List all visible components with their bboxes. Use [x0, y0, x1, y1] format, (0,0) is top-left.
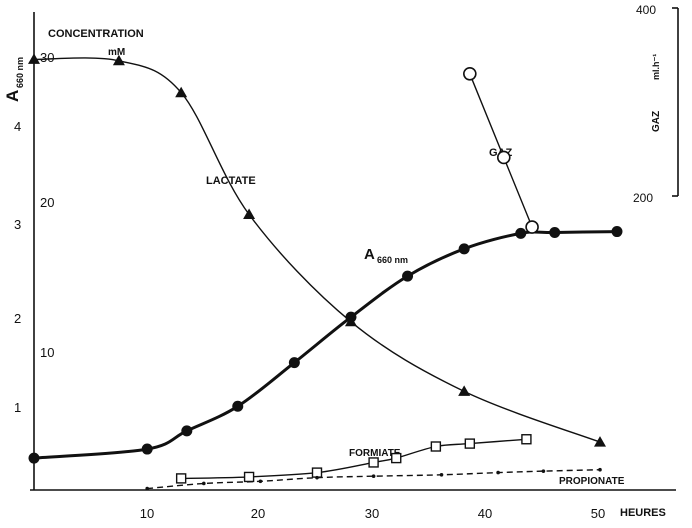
gaz-tick-label: 200 — [633, 191, 653, 205]
gaz-point — [525, 220, 539, 234]
propionate-point — [541, 469, 546, 473]
a660-nm-point — [141, 443, 153, 455]
a660-annotation-sub: 660 nm — [377, 255, 408, 265]
lactate-point — [243, 208, 256, 219]
propionate-point — [202, 481, 206, 486]
concentration-tick-label: 30 — [40, 50, 54, 65]
a660-tick-label: 2 — [14, 311, 21, 326]
formiate-point — [391, 452, 402, 464]
formiate-point — [521, 434, 532, 445]
a660-nm-point — [232, 400, 244, 412]
gaz-tick-label: 400 — [636, 3, 656, 17]
formiate-point — [430, 441, 442, 452]
a660-nm-point — [28, 452, 40, 464]
lactate-line — [33, 57, 601, 443]
x-tick-label: 20 — [251, 506, 265, 521]
gaz-line — [469, 73, 533, 228]
x-tick-label: 30 — [365, 506, 379, 521]
concentration-tick-label: 10 — [40, 345, 54, 360]
right-axis-label: GAZ — [651, 111, 662, 132]
x-tick-label: 10 — [140, 506, 154, 521]
a660-nm-point — [402, 270, 414, 282]
formiate-point — [368, 457, 379, 468]
right-axis-unit-label: ml.h⁻¹ — [651, 54, 661, 80]
lactate-point — [344, 315, 357, 327]
propionate-line — [147, 469, 601, 490]
left-a660-sub-label: 660 nm — [15, 57, 25, 88]
formiate-point — [311, 467, 323, 478]
propionate-point — [439, 472, 444, 477]
propionate-point — [145, 486, 149, 491]
lactate-annotation: LACTATE — [206, 175, 256, 187]
propionate-point — [315, 475, 319, 480]
propionate-point — [258, 479, 263, 484]
series-layer — [28, 53, 623, 491]
a660-nm-point — [549, 226, 561, 238]
propionate-annotation: PROPIONATE — [559, 476, 625, 487]
a660-nm-point — [288, 357, 300, 369]
lactate-point — [458, 385, 471, 396]
gaz-point — [496, 150, 511, 165]
lactate-point — [175, 86, 188, 98]
a660-nm-point — [611, 226, 623, 238]
lactate-point — [112, 54, 125, 66]
propionate-point — [371, 474, 376, 479]
x-tick-label: 40 — [478, 506, 492, 521]
concentration-label: CONCENTRATION — [48, 28, 144, 40]
lactate-point — [594, 436, 606, 447]
propionate-point — [496, 470, 500, 475]
propionate-point — [598, 467, 602, 472]
a660-nm-line — [33, 230, 618, 460]
a660-nm-point — [458, 243, 470, 255]
gaz-point — [463, 67, 477, 81]
formiate-point — [243, 471, 255, 483]
a660-annotation: A — [364, 246, 375, 263]
formiate-annotation: FORMIATE — [349, 448, 401, 459]
lactate-point — [28, 53, 40, 64]
a660-tick-label: 4 — [14, 119, 21, 134]
concentration-unit-label: mM — [108, 47, 125, 58]
formiate-point — [175, 473, 187, 484]
x-axis-label: HEURES — [620, 507, 666, 519]
left-a660-label: A — [3, 90, 22, 102]
a660-tick-label: 1 — [14, 400, 21, 415]
x-tick-label: 50 — [591, 506, 605, 521]
a660-nm-point — [515, 227, 527, 239]
a660-nm-point — [181, 425, 193, 437]
formiate-point — [464, 438, 476, 449]
concentration-tick-label: 20 — [40, 195, 54, 210]
a660-tick-label: 3 — [14, 217, 21, 232]
